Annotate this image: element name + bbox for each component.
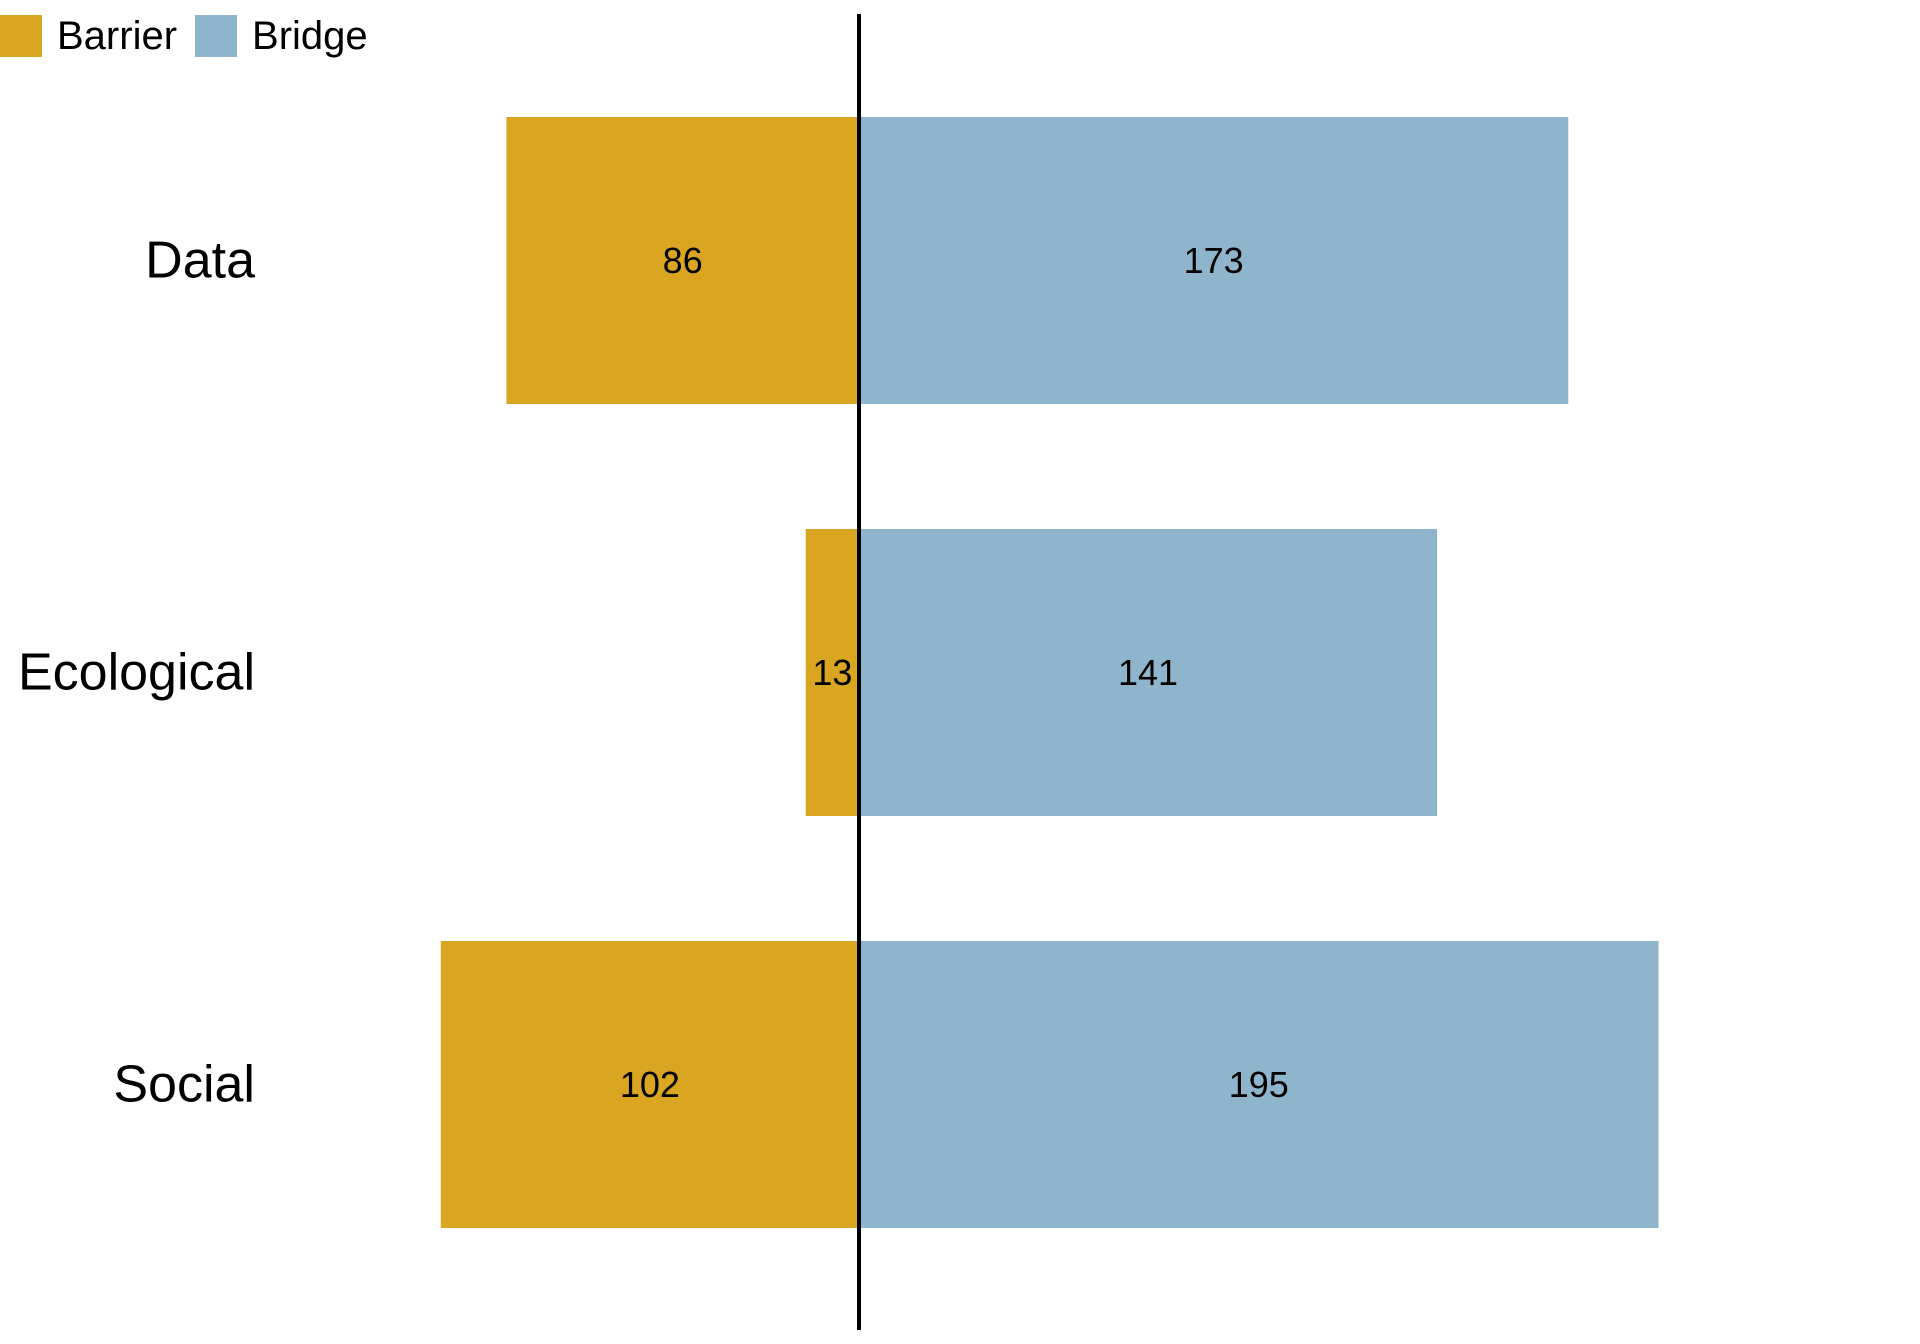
bar-barrier-social — [440, 941, 859, 1228]
legend-label-bridge: Bridge — [252, 14, 368, 58]
category-label-ecological: Ecological — [18, 644, 255, 702]
category-label-social: Social — [113, 1056, 255, 1114]
bars-layer — [440, 117, 1659, 1228]
legend-swatch-barrier — [0, 15, 42, 57]
bar-barrier-ecological — [805, 529, 859, 816]
bar-barrier-data — [506, 117, 859, 404]
labels-layer: Data 86 173 Ecological 13 141 Social 102 195 — [18, 232, 1289, 1114]
bar-bridge-social — [859, 941, 1659, 1228]
data-label-barrier-social: 102 — [620, 1064, 680, 1105]
data-label-bridge-data: 173 — [1184, 240, 1244, 281]
category-label-data: Data — [145, 232, 255, 290]
data-label-barrier-ecological: 13 — [812, 652, 852, 693]
legend-swatch-bridge — [195, 15, 238, 57]
legend: Barrier Bridge — [0, 14, 386, 58]
data-label-barrier-data: 86 — [663, 240, 703, 281]
bar-bridge-data — [859, 117, 1569, 404]
data-label-bridge-social: 195 — [1229, 1064, 1289, 1105]
data-label-bridge-ecological: 141 — [1118, 652, 1178, 693]
legend-item-barrier: Barrier — [0, 14, 177, 58]
bar-bridge-ecological — [859, 529, 1438, 816]
legend-item-bridge: Bridge — [195, 14, 368, 58]
legend-label-barrier: Barrier — [57, 14, 178, 58]
